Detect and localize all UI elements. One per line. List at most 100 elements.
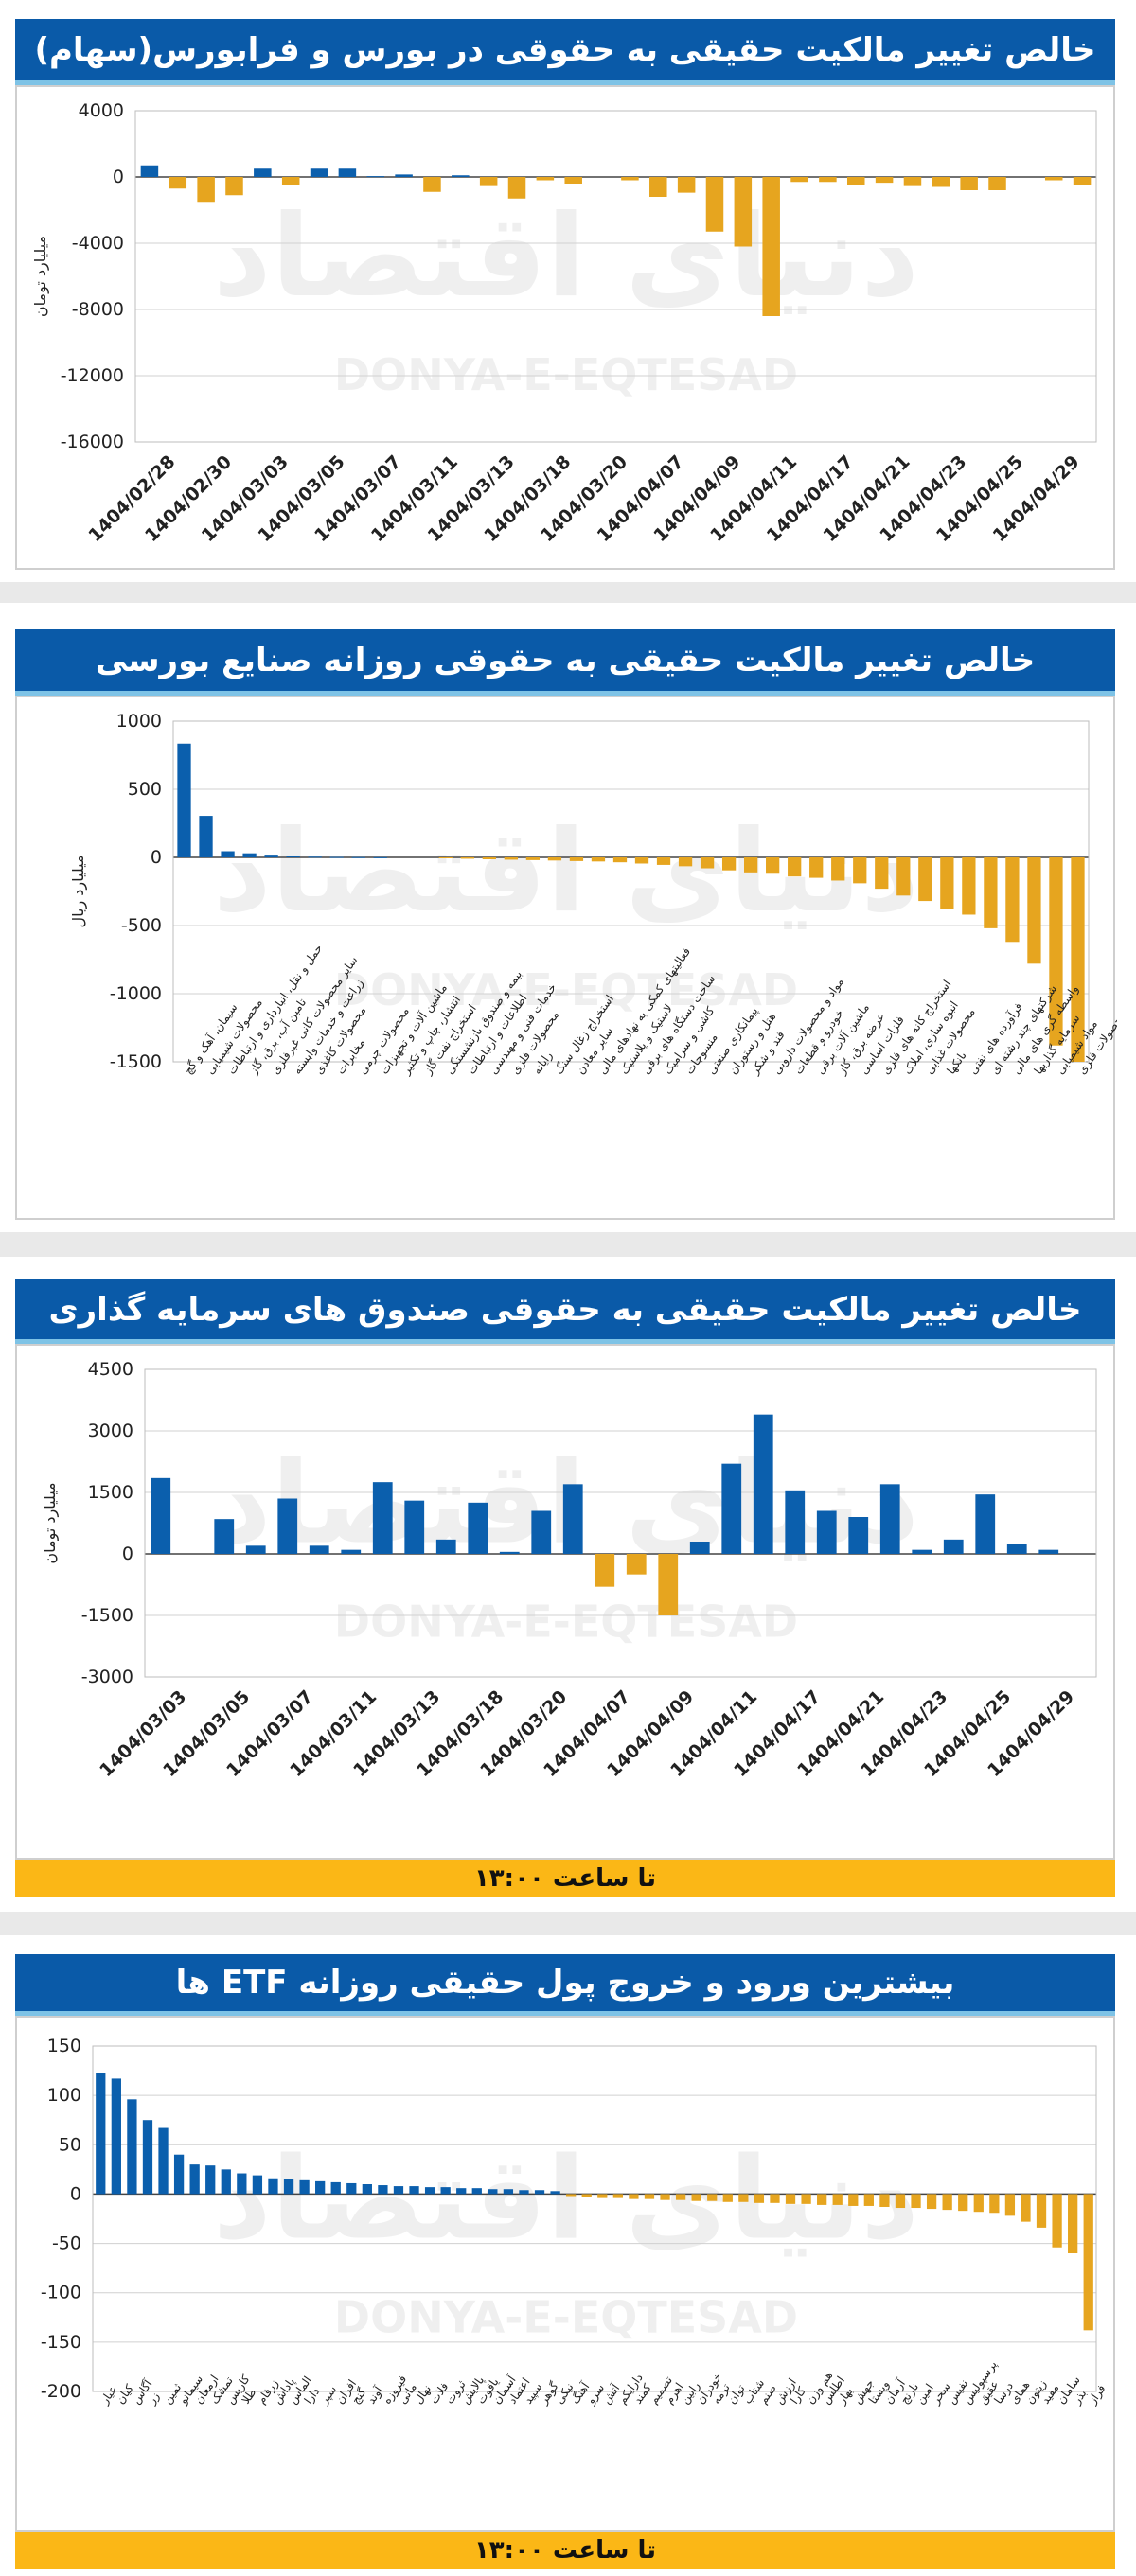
watermark-brand: دنیای اقتصاد xyxy=(213,191,919,323)
chart-4-title: بیشترین ورود و خروج پول حقیقی روزانه ETF… xyxy=(15,1954,1115,2016)
bar xyxy=(299,2179,310,2195)
watermark-text: DONYA-E-EQTESAD xyxy=(334,964,798,1015)
bar xyxy=(766,857,780,874)
bar xyxy=(612,2194,623,2198)
bar xyxy=(1049,857,1063,1046)
y-tick-label: 0 xyxy=(122,1544,133,1564)
bar xyxy=(366,176,385,178)
y-tick-label: 1500 xyxy=(88,1482,133,1503)
bar xyxy=(268,2178,278,2195)
x-tick-label: فراز xyxy=(1085,2382,1109,2408)
bar xyxy=(351,856,365,858)
bar xyxy=(221,2169,231,2195)
bar xyxy=(308,856,322,858)
bar xyxy=(738,2194,749,2202)
bar xyxy=(373,856,387,858)
chart-2-frame: دنیای اقتصاد DONYA-E-EQTESAD 1000 500 0 -500 -… xyxy=(15,696,1117,1220)
bar xyxy=(550,2191,560,2195)
bar xyxy=(707,2194,718,2201)
bar xyxy=(177,743,191,857)
bar xyxy=(875,857,889,890)
bar xyxy=(189,2164,200,2195)
bar xyxy=(435,1539,456,1554)
bar xyxy=(595,1554,615,1587)
bar xyxy=(1044,177,1063,181)
bar xyxy=(1073,177,1092,185)
y-tick-label: -3000 xyxy=(81,1667,133,1687)
bar xyxy=(942,2194,952,2211)
y-tick-label: -200 xyxy=(41,2381,81,2402)
bar xyxy=(460,857,474,859)
bar xyxy=(482,857,496,860)
bar xyxy=(700,857,715,869)
bar xyxy=(848,1517,869,1554)
bar xyxy=(831,857,845,881)
plot-area xyxy=(144,1368,1097,1678)
bar xyxy=(158,2127,169,2195)
bar xyxy=(151,1477,171,1554)
y-tick-label: -1500 xyxy=(110,1051,162,1072)
bar xyxy=(721,1463,742,1554)
bar xyxy=(519,2190,529,2195)
y-tick-label: -12000 xyxy=(61,365,124,386)
bar xyxy=(809,857,824,878)
bar xyxy=(488,2189,498,2195)
bar xyxy=(286,856,300,857)
bar xyxy=(237,2173,247,2195)
bar xyxy=(678,857,693,867)
bar xyxy=(142,2120,153,2195)
bar xyxy=(197,177,215,203)
chart-1-title: خالص تغییر مالکیت حقیقی به حقوقی در بورس… xyxy=(15,19,1115,85)
bar xyxy=(785,1490,806,1554)
y-tick-label: -150 xyxy=(41,2332,81,2353)
bar xyxy=(277,1498,298,1554)
bar xyxy=(848,2194,859,2206)
watermark-text: DONYA-E-EQTESAD xyxy=(334,349,798,400)
bar xyxy=(853,857,867,884)
bar xyxy=(705,177,724,232)
bar xyxy=(1004,2194,1016,2216)
bar xyxy=(315,2180,326,2195)
chart-3-title: خالص تغییر مالکیت حقیقی به حقوقی صندوق ه… xyxy=(15,1279,1115,1389)
chart-3-frame: دنیای اقتصادDONYA-E-EQTESAD4500300015000… xyxy=(15,1344,1115,1860)
bar xyxy=(879,1484,900,1554)
plot-area xyxy=(172,720,1090,1063)
watermark-brand: دنیای اقتصاد xyxy=(213,2134,919,2266)
bar xyxy=(309,1545,329,1554)
y-tick-label: -100 xyxy=(41,2283,81,2303)
y-tick-label: 4500 xyxy=(88,1359,133,1380)
bar xyxy=(863,2194,874,2206)
bar xyxy=(989,2194,1000,2214)
bar xyxy=(817,2194,827,2205)
bar xyxy=(722,2194,733,2202)
bar xyxy=(283,2179,294,2195)
bar xyxy=(770,2194,780,2203)
bar xyxy=(912,1549,932,1554)
bar xyxy=(499,1551,520,1554)
bar xyxy=(846,177,865,185)
panel-3: خالص تغییر مالکیت حقیقی به حقوقی صندوق ه… xyxy=(0,1257,1136,1912)
y-tick-label: -50 xyxy=(52,2233,81,2254)
bar xyxy=(395,174,413,177)
bar xyxy=(169,177,187,189)
bar xyxy=(534,2190,545,2195)
y-tick-label: 500 xyxy=(128,779,162,800)
y-tick-label: -1000 xyxy=(110,983,162,1004)
bar xyxy=(1006,1544,1027,1554)
chart-1-frame: دنیای اقتصاد DONYA-E-EQTESAD 4000 0 -4000 -80… xyxy=(15,85,1115,570)
bar xyxy=(973,2194,984,2213)
watermark-brand: دنیای اقتصاد xyxy=(213,806,919,938)
bar xyxy=(988,177,1006,190)
bar xyxy=(932,177,950,187)
panel-4: بیشترین ورود و خروج پول حقیقی روزانه ETF… xyxy=(0,1935,1136,2576)
y-tick-label: 50 xyxy=(59,2134,81,2155)
bar xyxy=(504,857,519,860)
bar xyxy=(242,853,257,857)
chart-3-svg: دنیای اقتصادDONYA-E-EQTESAD4500300015000… xyxy=(41,1359,1097,1781)
bar xyxy=(960,177,978,190)
bar xyxy=(547,857,562,861)
bar xyxy=(225,177,243,196)
bar xyxy=(199,816,213,857)
bar xyxy=(1083,2194,1093,2331)
bar xyxy=(525,857,541,860)
